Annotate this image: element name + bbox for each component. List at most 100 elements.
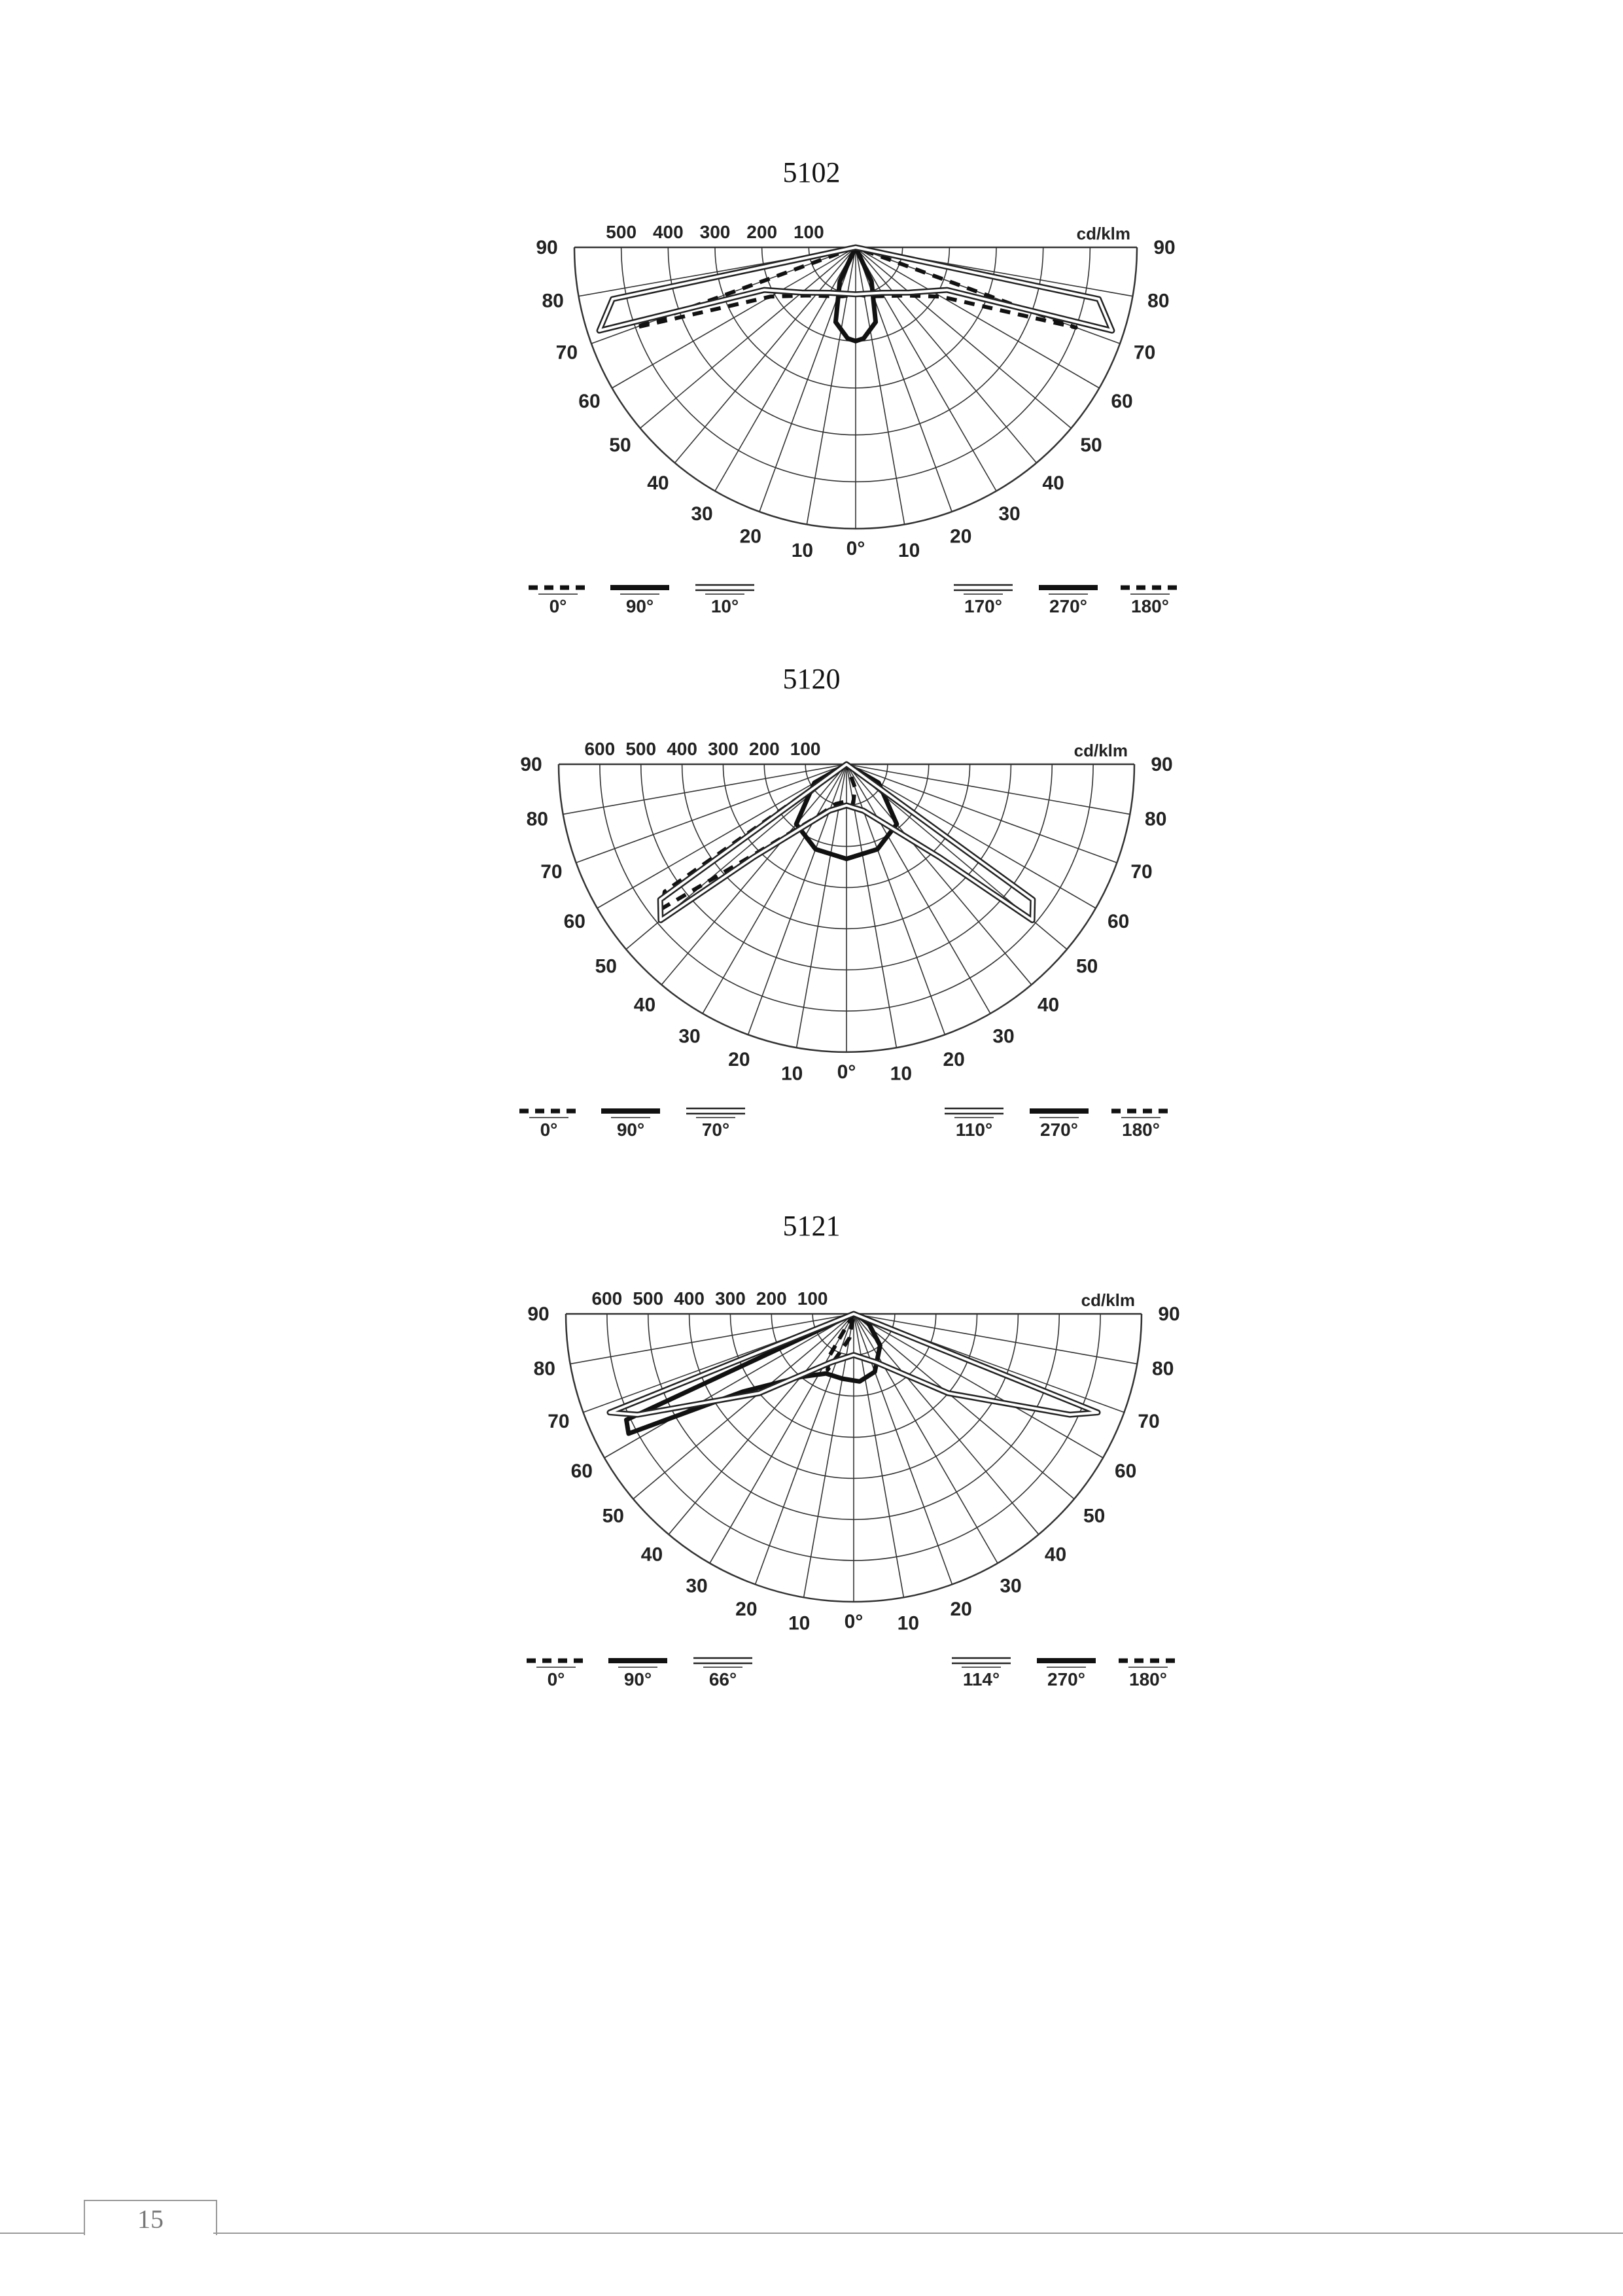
angle-label: 0°	[845, 1611, 864, 1633]
chart-title: 5120	[782, 663, 841, 695]
angle-label: 30	[686, 1576, 707, 1597]
grid-spoke	[612, 247, 856, 389]
page-number: 15	[137, 2204, 164, 2234]
legend-label: 70°	[702, 1120, 729, 1140]
radial-tick-label: 100	[794, 222, 824, 242]
legend-label: 170°	[964, 596, 1002, 616]
radial-tick-label: 400	[674, 1288, 705, 1309]
radial-tick-label: 100	[797, 1288, 828, 1309]
angle-label: 10	[898, 540, 920, 561]
grid-spoke	[855, 247, 997, 491]
angle-label: 40	[1045, 1544, 1066, 1566]
grid-spoke	[661, 764, 847, 985]
polar-chart-5120: 600 500 400 300 200 100 cd/klm 90 80 70 60 50 40 30 20…	[519, 739, 1173, 1140]
angle-label: 40	[647, 472, 669, 494]
angle-label: 90	[1153, 237, 1175, 258]
angle-label: 50	[1083, 1506, 1105, 1527]
angle-label: 20	[735, 1598, 757, 1620]
radial-tick-label: 500	[625, 739, 656, 759]
grid-spoke	[570, 1313, 854, 1365]
grid-spoke	[855, 247, 1100, 389]
angle-label: 90	[1158, 1303, 1179, 1325]
unit-label: cd/klm	[1074, 741, 1128, 760]
angle-label: 30	[998, 503, 1020, 525]
page-number-tab: 15	[84, 2200, 217, 2235]
angle-label: 10	[890, 1063, 912, 1085]
angle-label: 70	[548, 1411, 569, 1432]
legend-label: 0°	[548, 1669, 565, 1689]
legend-label: 180°	[1131, 596, 1169, 616]
unit-label: cd/klm	[1077, 224, 1130, 243]
angle-label: 20	[950, 526, 971, 548]
angle-label: 30	[691, 503, 712, 525]
grid-spoke	[803, 1313, 854, 1598]
legend-label: 0°	[540, 1120, 558, 1140]
series-curve-solid	[794, 762, 899, 862]
grid-spoke	[668, 1313, 854, 1535]
legend-label: 114°	[963, 1669, 1000, 1689]
series-curve-double-inner	[598, 246, 1113, 332]
grid-spoke	[747, 764, 847, 1035]
grid-spoke	[846, 764, 1117, 864]
angle-label: 40	[1038, 995, 1059, 1016]
angle-label: 80	[542, 291, 563, 312]
grid-spoke	[846, 764, 1032, 985]
legend-label: 270°	[1049, 596, 1087, 616]
angle-label: 20	[740, 526, 761, 548]
radial-tick-label: 400	[667, 739, 697, 759]
radial-tick-label: 400	[653, 222, 684, 242]
angle-label: 90	[520, 754, 542, 775]
grid-spoke	[855, 247, 1038, 463]
angle-label: 70	[1130, 861, 1152, 883]
grid-spoke	[853, 1313, 1104, 1458]
grid-spoke	[563, 764, 847, 815]
grid-spoke	[846, 764, 946, 1035]
angle-label: 0°	[837, 1061, 856, 1083]
legend-label: 90°	[626, 596, 654, 616]
grid-spoke	[714, 247, 856, 491]
angle-label: 20	[943, 1049, 964, 1070]
angle-label: 40	[1042, 472, 1064, 494]
grid-spoke	[633, 1313, 854, 1500]
angle-label: 60	[1111, 391, 1132, 412]
angle-label: 90	[536, 237, 557, 258]
grid-spoke	[853, 1313, 1075, 1500]
angle-label: 70	[540, 861, 562, 883]
angle-label: 50	[1080, 434, 1102, 456]
angle-label: 50	[609, 434, 631, 456]
radial-tick-label: 300	[715, 1288, 746, 1309]
angle-label: 10	[792, 540, 813, 561]
angle-label: 50	[1076, 956, 1098, 978]
chart-title: 5102	[782, 156, 841, 188]
radial-tick-label: 200	[756, 1288, 787, 1309]
legend-label: 270°	[1047, 1669, 1085, 1689]
angle-label: 60	[1115, 1460, 1136, 1482]
angle-label: 20	[950, 1598, 971, 1620]
angle-label: 80	[527, 808, 548, 830]
grid-spoke	[709, 1313, 854, 1564]
grid-spoke	[853, 1313, 1039, 1535]
grid-spoke	[597, 764, 847, 909]
radial-tick-label: 300	[700, 222, 731, 242]
grid-spoke	[853, 1313, 1138, 1365]
footer-rule	[213, 2233, 1623, 2234]
angle-label: 80	[1152, 1358, 1174, 1379]
grid-spoke	[855, 247, 1072, 429]
angle-label: 20	[728, 1049, 750, 1070]
legend-label: 66°	[709, 1669, 737, 1689]
radial-tick-label: 200	[749, 739, 780, 759]
legend-label: 0°	[550, 596, 567, 616]
grid-spoke	[846, 764, 991, 1014]
angle-label: 30	[678, 1026, 700, 1048]
angle-label: 90	[1151, 754, 1172, 775]
angle-label: 80	[1145, 808, 1166, 830]
angle-label: 80	[534, 1358, 555, 1379]
legend-label: 180°	[1122, 1120, 1160, 1140]
series-curve-double-inner	[659, 763, 1034, 922]
radial-tick-label: 600	[584, 739, 615, 759]
radial-tick-label: 500	[633, 1288, 663, 1309]
grid-spoke	[846, 764, 1130, 815]
legend-label: 90°	[624, 1669, 652, 1689]
chart-title: 5121	[782, 1210, 841, 1242]
grid-spoke	[640, 247, 856, 429]
